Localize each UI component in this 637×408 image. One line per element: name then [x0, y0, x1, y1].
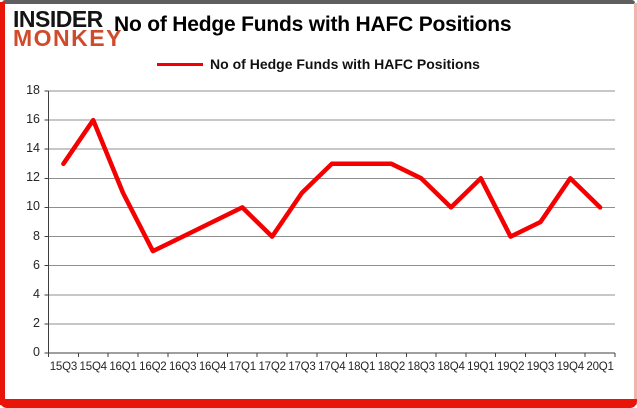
x-axis-label: 18Q1 — [347, 361, 376, 373]
x-axis-label: 20Q1 — [586, 361, 614, 373]
y-axis-label: 4 — [33, 286, 40, 301]
y-axis-label: 12 — [26, 170, 40, 185]
series-line-hafc — [61, 117, 603, 254]
insider-monkey-logo: INSIDER MONKEY — [13, 6, 123, 52]
logo-word-insider: INSIDER — [13, 6, 103, 32]
x-axis-label: 19Q3 — [526, 361, 555, 373]
x-axis-label: 17Q1 — [228, 361, 257, 373]
x-axis-label: 17Q3 — [288, 361, 316, 373]
x-axis-label: 15Q3 — [49, 361, 78, 373]
x-axis-label: 19Q2 — [496, 361, 525, 373]
x-axis-label: 18Q3 — [407, 361, 436, 373]
frame-border-left — [0, 2, 5, 405]
x-axis-label: 16Q4 — [198, 361, 227, 373]
frame-border-bottom — [0, 399, 637, 408]
x-axis-label: 19Q1 — [467, 361, 495, 373]
x-axis-label: 16Q3 — [168, 361, 197, 373]
chart-title: No of Hedge Funds with HAFC Positions — [114, 13, 512, 36]
y-axis-label: 0 — [33, 345, 40, 359]
y-axis-label: 10 — [26, 199, 40, 214]
x-axis-label: 15Q4 — [79, 361, 108, 373]
legend-line-swatch — [157, 62, 204, 66]
legend-label: No of Hedge Funds with HAFC Positions — [210, 56, 480, 72]
y-axis-label: 6 — [33, 257, 40, 272]
x-axis-label: 17Q2 — [258, 361, 286, 373]
y-axis-label: 14 — [26, 141, 40, 156]
logo-word-monkey: MONKEY — [13, 25, 123, 52]
y-axis-label: 8 — [33, 228, 40, 243]
x-axis-label: 18Q2 — [377, 361, 406, 373]
frame-border-top — [2, 0, 635, 4]
x-axis-label: 16Q2 — [139, 361, 167, 373]
y-axis-label: 18 — [26, 83, 40, 97]
x-axis-label: 18Q4 — [437, 361, 465, 373]
y-axis-label: 16 — [26, 112, 40, 127]
frame-border-right — [634, 3, 637, 405]
x-axis-label: 17Q4 — [318, 361, 346, 373]
y-axis-label: 2 — [33, 315, 40, 330]
x-axis-label: 16Q1 — [109, 361, 137, 373]
legend: No of Hedge Funds with HAFC Positions — [0, 56, 637, 72]
x-axis-label: 19Q4 — [556, 361, 585, 373]
